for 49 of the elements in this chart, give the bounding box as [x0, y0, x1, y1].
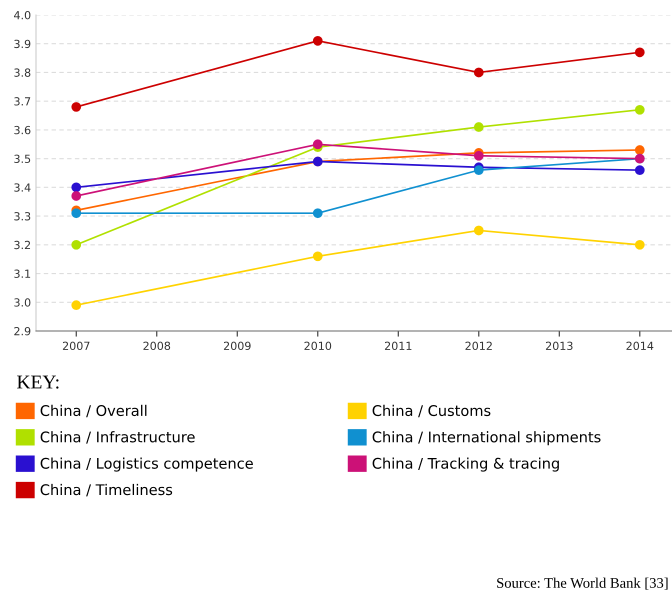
legend-label: China / International shipments: [372, 431, 601, 446]
point: [634, 104, 645, 115]
legend-label: China / Overall: [40, 404, 146, 418]
y-tick-label: 3.8: [14, 68, 30, 77]
y-tick-label: 3.4: [14, 183, 31, 192]
y-tick-label: 3.0: [14, 298, 30, 307]
y-tick-label: 3.2: [14, 240, 30, 250]
point: [634, 47, 645, 58]
x-tick-label: 2009: [224, 342, 251, 350]
point: [71, 240, 82, 250]
point: [71, 102, 82, 112]
x-tick-label: 2007: [62, 342, 90, 350]
y-tick-label: 4.0: [14, 10, 30, 20]
legend-label: China / Timeliness: [40, 484, 172, 496]
x-tick-label: 2012: [465, 342, 492, 350]
legend-label: China / Customs: [372, 404, 490, 418]
y-tick-label: 3.7: [14, 97, 30, 106]
point: [312, 36, 323, 46]
point: [634, 240, 645, 250]
point: [634, 165, 645, 175]
point: [312, 208, 323, 218]
x-tick-label: 2008: [143, 342, 170, 350]
point: [474, 122, 484, 132]
y-tick-label: 3.1: [14, 270, 30, 278]
x-tick-label: 2011: [384, 342, 412, 350]
source-note: Source: The World Bank [33]: [497, 578, 668, 590]
legend-label: China / Infrastructure: [40, 431, 195, 444]
point: [71, 208, 82, 218]
point: [474, 165, 484, 175]
point: [474, 68, 484, 78]
y-tick-label: 3.3: [14, 212, 30, 220]
y-tick-label: 3.6: [14, 126, 30, 134]
point: [71, 300, 82, 310]
y-tick-label: 3.5: [14, 154, 30, 164]
point: [71, 191, 82, 201]
legend-title: KEY:: [17, 376, 58, 389]
y-tick-label: 3.9: [14, 40, 30, 48]
legend-label: China / Logistics competence: [40, 458, 253, 472]
point: [312, 139, 323, 150]
x-tick-label: 2010: [304, 342, 332, 350]
point: [312, 251, 323, 262]
x-tick-label: 2013: [546, 342, 573, 350]
point: [71, 182, 82, 192]
y-tick-label: 2.9: [14, 326, 30, 336]
legend-label: China / Tracking & tracing: [372, 458, 559, 472]
x-tick-label: 2014: [626, 342, 654, 350]
point: [634, 145, 645, 155]
point: [474, 150, 484, 161]
point: [474, 226, 484, 236]
